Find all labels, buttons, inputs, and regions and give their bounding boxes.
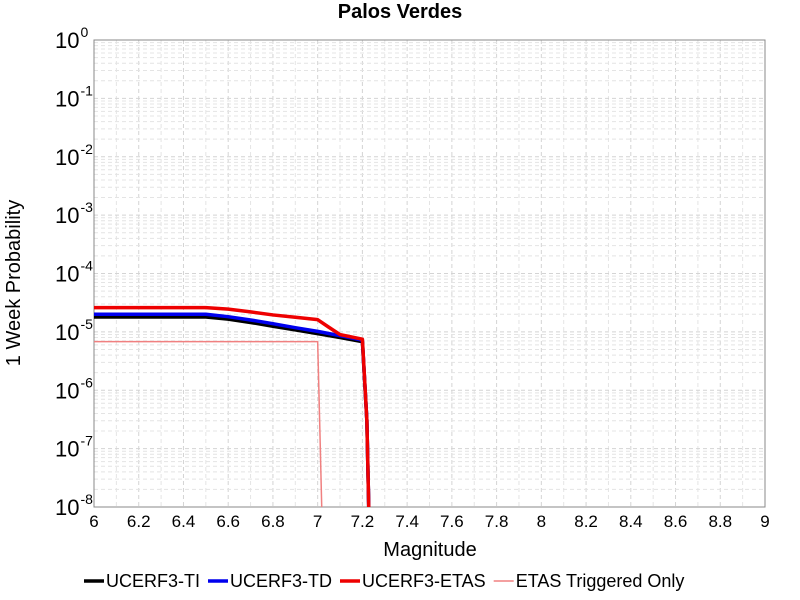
- y-axis-label: 1 Week Probability: [3, 200, 25, 366]
- x-axis-label: Magnitude: [383, 539, 476, 561]
- y-axis-ticks: 100 10-1 10-2 10-3 10-4 10-5 10-6 10-7 10-8: [55, 24, 93, 520]
- y-tick-label: 10-4: [55, 258, 93, 287]
- legend: UCERF3-TI UCERF3-TD UCERF3-ETAS ETAS Trigge…: [84, 571, 684, 591]
- series-layer: [94, 305, 371, 507]
- x-tick-label: 8.2: [574, 512, 598, 531]
- x-tick-label: 8.6: [664, 512, 688, 531]
- legend-label: ETAS Triggered Only: [516, 571, 685, 591]
- x-tick-label: 7.2: [351, 512, 375, 531]
- x-tick-label: 7: [313, 512, 322, 531]
- x-tick-label: 7.8: [485, 512, 509, 531]
- grid: [94, 40, 765, 508]
- y-tick-label: 10-1: [55, 82, 93, 111]
- x-axis-ticks: 6 6.2 6.4 6.6 6.8 7 7.2 7.4 7.6 7.8 8 8.2 8.4 8.6 8.8 9: [89, 512, 769, 531]
- x-tick-label: 6.2: [127, 512, 151, 531]
- series-line-etas-triggered-only: [94, 340, 323, 507]
- y-tick-label: 10-2: [55, 141, 93, 170]
- y-tick-label: 10-3: [55, 199, 93, 228]
- legend-label: UCERF3-ETAS: [362, 571, 486, 591]
- y-tick-label: 10-7: [55, 433, 93, 462]
- y-tick-label: 100: [55, 24, 88, 53]
- chart-title: Palos Verdes: [338, 1, 463, 23]
- legend-label: UCERF3-TI: [106, 571, 200, 591]
- x-tick-label: 6: [89, 512, 98, 531]
- series-line-ucerf3-etas: [94, 305, 371, 507]
- x-tick-label: 7.6: [440, 512, 464, 531]
- x-tick-label: 9: [760, 512, 769, 531]
- y-tick-label: 10-8: [55, 491, 93, 520]
- legend-label: UCERF3-TD: [230, 571, 332, 591]
- plot-area: [93, 39, 766, 508]
- x-tick-label: 6.8: [261, 512, 285, 531]
- x-tick-label: 6.4: [172, 512, 196, 531]
- y-tick-label: 10-5: [55, 316, 93, 345]
- x-tick-label: 6.6: [216, 512, 240, 531]
- x-tick-label: 8: [537, 512, 546, 531]
- x-tick-label: 7.4: [395, 512, 419, 531]
- x-tick-label: 8.8: [708, 512, 732, 531]
- series-line-ucerf3-td: [94, 312, 371, 507]
- y-tick-label: 10-6: [55, 374, 93, 403]
- x-tick-label: 8.4: [619, 512, 643, 531]
